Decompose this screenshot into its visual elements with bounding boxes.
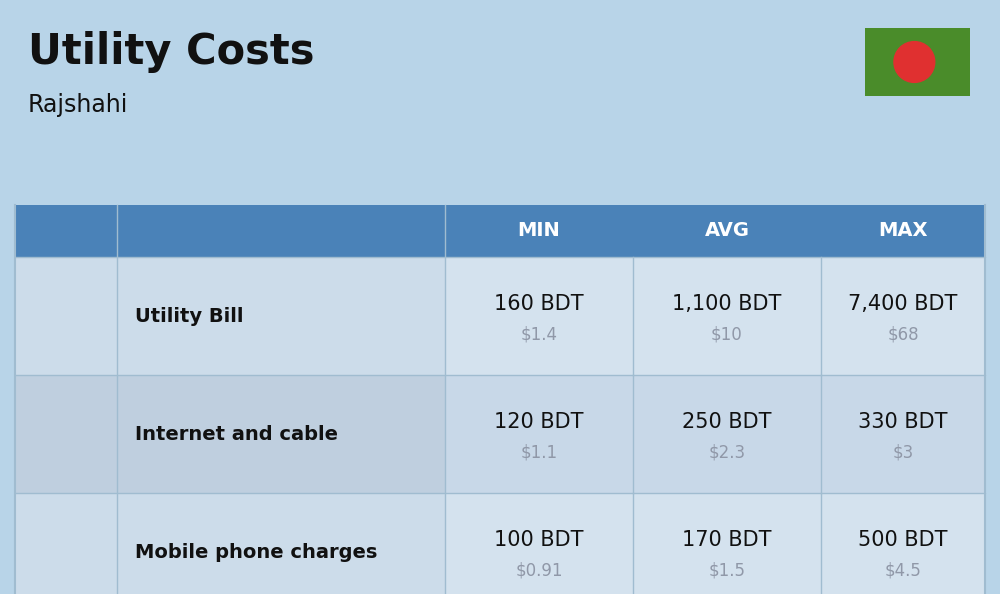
Text: 120 BDT: 120 BDT: [494, 412, 584, 432]
Text: 7,400 BDT: 7,400 BDT: [848, 294, 958, 314]
FancyBboxPatch shape: [445, 257, 985, 375]
Text: Rajshahi: Rajshahi: [28, 93, 128, 117]
FancyBboxPatch shape: [15, 493, 985, 594]
Text: $1.1: $1.1: [520, 443, 558, 461]
Text: Internet and cable: Internet and cable: [135, 425, 338, 444]
Text: MAX: MAX: [878, 222, 928, 241]
Circle shape: [894, 42, 935, 83]
Text: $1.5: $1.5: [708, 561, 746, 579]
Text: $68: $68: [887, 325, 919, 343]
Text: $1.4: $1.4: [520, 325, 558, 343]
Text: Utility Costs: Utility Costs: [28, 31, 314, 73]
Text: $0.91: $0.91: [515, 561, 563, 579]
FancyBboxPatch shape: [445, 493, 985, 594]
Text: 500 BDT: 500 BDT: [858, 530, 948, 550]
FancyBboxPatch shape: [15, 205, 985, 257]
FancyBboxPatch shape: [445, 375, 985, 493]
Text: 160 BDT: 160 BDT: [494, 294, 584, 314]
Text: $10: $10: [711, 325, 743, 343]
Text: MIN: MIN: [518, 222, 560, 241]
Text: AVG: AVG: [704, 222, 750, 241]
Text: $2.3: $2.3: [708, 443, 746, 461]
FancyBboxPatch shape: [15, 257, 985, 375]
Text: $4.5: $4.5: [885, 561, 921, 579]
Text: 100 BDT: 100 BDT: [494, 530, 584, 550]
Text: Utility Bill: Utility Bill: [135, 307, 244, 326]
Text: 250 BDT: 250 BDT: [682, 412, 772, 432]
FancyBboxPatch shape: [865, 28, 970, 96]
FancyBboxPatch shape: [15, 205, 445, 257]
Text: $3: $3: [892, 443, 914, 461]
Text: 330 BDT: 330 BDT: [858, 412, 948, 432]
Text: 170 BDT: 170 BDT: [682, 530, 772, 550]
Text: Mobile phone charges: Mobile phone charges: [135, 542, 377, 561]
FancyBboxPatch shape: [15, 375, 985, 493]
Text: 1,100 BDT: 1,100 BDT: [672, 294, 782, 314]
